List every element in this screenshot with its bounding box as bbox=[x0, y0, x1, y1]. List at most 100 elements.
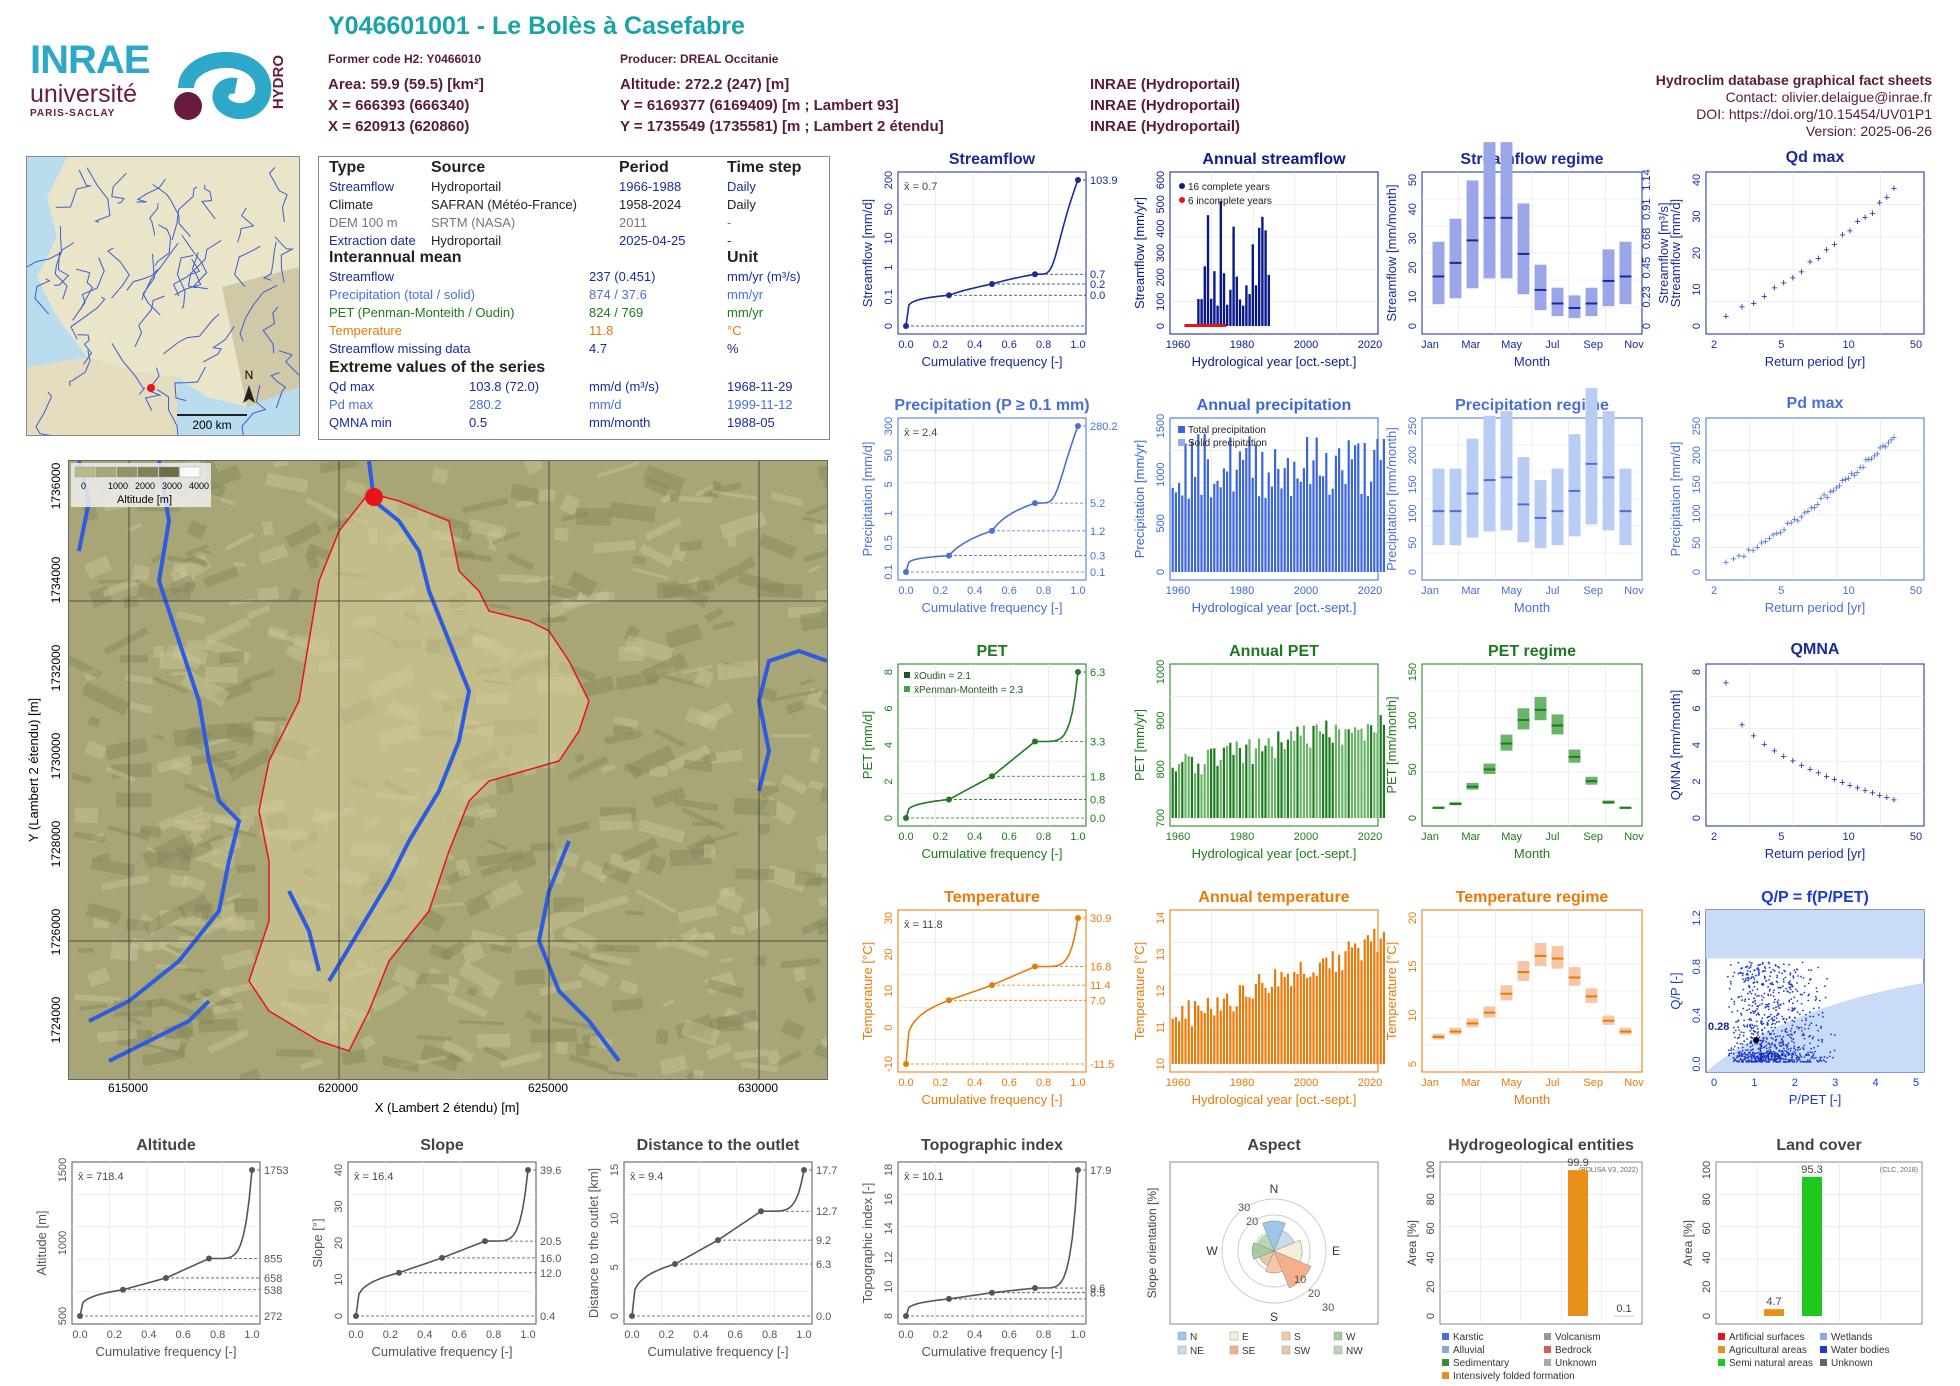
legend-swatch bbox=[1442, 1372, 1449, 1379]
qp-point bbox=[1733, 1052, 1735, 1055]
inrae-logo: INRAE bbox=[30, 38, 150, 82]
extreme-unit: mm/d (m³/s) bbox=[589, 379, 660, 394]
qp-point bbox=[1809, 978, 1812, 980]
terrain-patch bbox=[93, 915, 110, 929]
map-ytick: 1724000 bbox=[49, 996, 63, 1043]
annual-bar bbox=[1328, 737, 1331, 818]
qp-point bbox=[1777, 1012, 1779, 1015]
terrain-patch bbox=[344, 479, 367, 497]
minimap-river bbox=[27, 226, 62, 268]
terrain-patch bbox=[105, 766, 136, 783]
map-ytick: 1732000 bbox=[49, 644, 63, 691]
return-period-point: + bbox=[1781, 525, 1787, 537]
y-tick-label: 10 bbox=[1407, 291, 1419, 303]
terrain-patch bbox=[205, 638, 252, 665]
terrain-patch bbox=[693, 668, 715, 689]
qp-point bbox=[1769, 1044, 1771, 1046]
source-note: (CLC, 2018) bbox=[1880, 1167, 1918, 1174]
quantile-label: 16.8 bbox=[1090, 962, 1111, 974]
qp-point bbox=[1817, 1045, 1819, 1047]
return-period-point: + bbox=[1771, 745, 1777, 757]
qp-point bbox=[1755, 1020, 1758, 1023]
x-axis-label: Return period [yr] bbox=[1765, 846, 1865, 861]
qp-point bbox=[1730, 1052, 1733, 1054]
mean-value: 874 / 37.6 bbox=[589, 287, 647, 302]
qp-point bbox=[1809, 1059, 1811, 1061]
qp-point bbox=[1772, 991, 1775, 994]
quantile-label: 12.7 bbox=[816, 1206, 837, 1218]
x-tick-label: 4 bbox=[1873, 1077, 1879, 1089]
y-axis-label: Temperature [°C] bbox=[1132, 942, 1147, 1040]
annual-bar bbox=[1216, 765, 1219, 818]
x-axis-label: Cumulative frequency [-] bbox=[96, 1344, 237, 1359]
y-axis-label: Streamflow [mm/yr] bbox=[1132, 197, 1147, 309]
terrain-patch bbox=[195, 915, 236, 939]
source-1: INRAE (Hydroportail) bbox=[1090, 97, 1240, 114]
annual-bar bbox=[1338, 954, 1341, 1064]
qp-point bbox=[1781, 1029, 1783, 1032]
qp-point bbox=[1761, 961, 1764, 964]
regime-box bbox=[1585, 287, 1598, 317]
terrain-patch bbox=[794, 870, 822, 888]
legend-swatch bbox=[1820, 1333, 1827, 1340]
quantile-label: -11.5 bbox=[1090, 1059, 1114, 1071]
map-xtick: 630000 bbox=[738, 1081, 778, 1095]
qp-point bbox=[1789, 973, 1792, 976]
return-period-point: + bbox=[1723, 557, 1729, 569]
qp-point bbox=[1769, 1059, 1771, 1061]
x-tick-label: 2020 bbox=[1358, 831, 1382, 843]
terrain-patch bbox=[689, 931, 715, 942]
legend-label: Karstic bbox=[1453, 1332, 1484, 1343]
terrain-patch bbox=[524, 461, 544, 475]
legend-swatch bbox=[1177, 1345, 1187, 1355]
doi[interactable]: DOI: https://doi.org/10.15454/UV01P1 bbox=[1696, 106, 1932, 122]
qp-point bbox=[1744, 998, 1747, 1001]
terrain-patch bbox=[102, 577, 138, 598]
y-tick-label: 11 bbox=[1155, 1022, 1167, 1033]
terrain-patch bbox=[523, 575, 554, 585]
annual-bar bbox=[1366, 495, 1369, 572]
y-axis-label: Precipitation [mm/month] bbox=[1384, 427, 1399, 571]
qp-point bbox=[1734, 1029, 1737, 1032]
qp-point bbox=[1748, 978, 1750, 980]
qp-point bbox=[1783, 1055, 1786, 1057]
qp-point bbox=[1761, 1041, 1763, 1044]
qp-point bbox=[1757, 1056, 1759, 1059]
annual-bar bbox=[1296, 726, 1299, 818]
qp-point bbox=[1763, 1055, 1766, 1058]
return-period-point: + bbox=[1842, 474, 1848, 486]
qp-point bbox=[1786, 1031, 1788, 1033]
qp-point bbox=[1796, 982, 1798, 984]
minimap-river bbox=[149, 202, 159, 236]
row-source: Hydroportail bbox=[431, 179, 502, 194]
annual-bar bbox=[1283, 748, 1286, 818]
terrain-patch bbox=[715, 887, 746, 914]
annual-bar bbox=[1251, 244, 1254, 326]
terrain-patch bbox=[157, 805, 205, 831]
category-bar bbox=[1568, 1170, 1588, 1316]
quantile-point bbox=[989, 773, 995, 780]
terrain-patch bbox=[553, 897, 584, 913]
terrain-patch bbox=[635, 888, 677, 914]
y-tick-label: 5 bbox=[609, 1264, 621, 1270]
terrain-patch bbox=[254, 716, 287, 721]
x-axis-label: Month bbox=[1514, 600, 1550, 615]
legend-label: Bedrock bbox=[1555, 1345, 1593, 1356]
river bbox=[88, 461, 242, 1023]
quantile-point bbox=[525, 1167, 531, 1173]
mean-unit: °C bbox=[727, 323, 742, 338]
map-xlabel: X (Lambert 2 étendu) [m] bbox=[375, 1100, 520, 1115]
qp-point bbox=[1763, 992, 1766, 995]
terrain-patch bbox=[624, 625, 640, 643]
rose-ring-label: 10 bbox=[1294, 1274, 1306, 1286]
contact[interactable]: Contact: olivier.delaigue@inrae.fr bbox=[1725, 89, 1932, 105]
qp-point bbox=[1785, 987, 1787, 990]
chart-title: Streamflow regime bbox=[1460, 151, 1603, 168]
qp-point bbox=[1781, 1050, 1784, 1053]
quantile-point bbox=[903, 569, 909, 575]
minimap-river bbox=[141, 242, 179, 301]
quantile-point bbox=[946, 997, 952, 1004]
chart-title: Temperature regime bbox=[1456, 889, 1609, 906]
return-period-point: + bbox=[1821, 490, 1827, 502]
x-tick-label: 0.4 bbox=[967, 1077, 982, 1089]
